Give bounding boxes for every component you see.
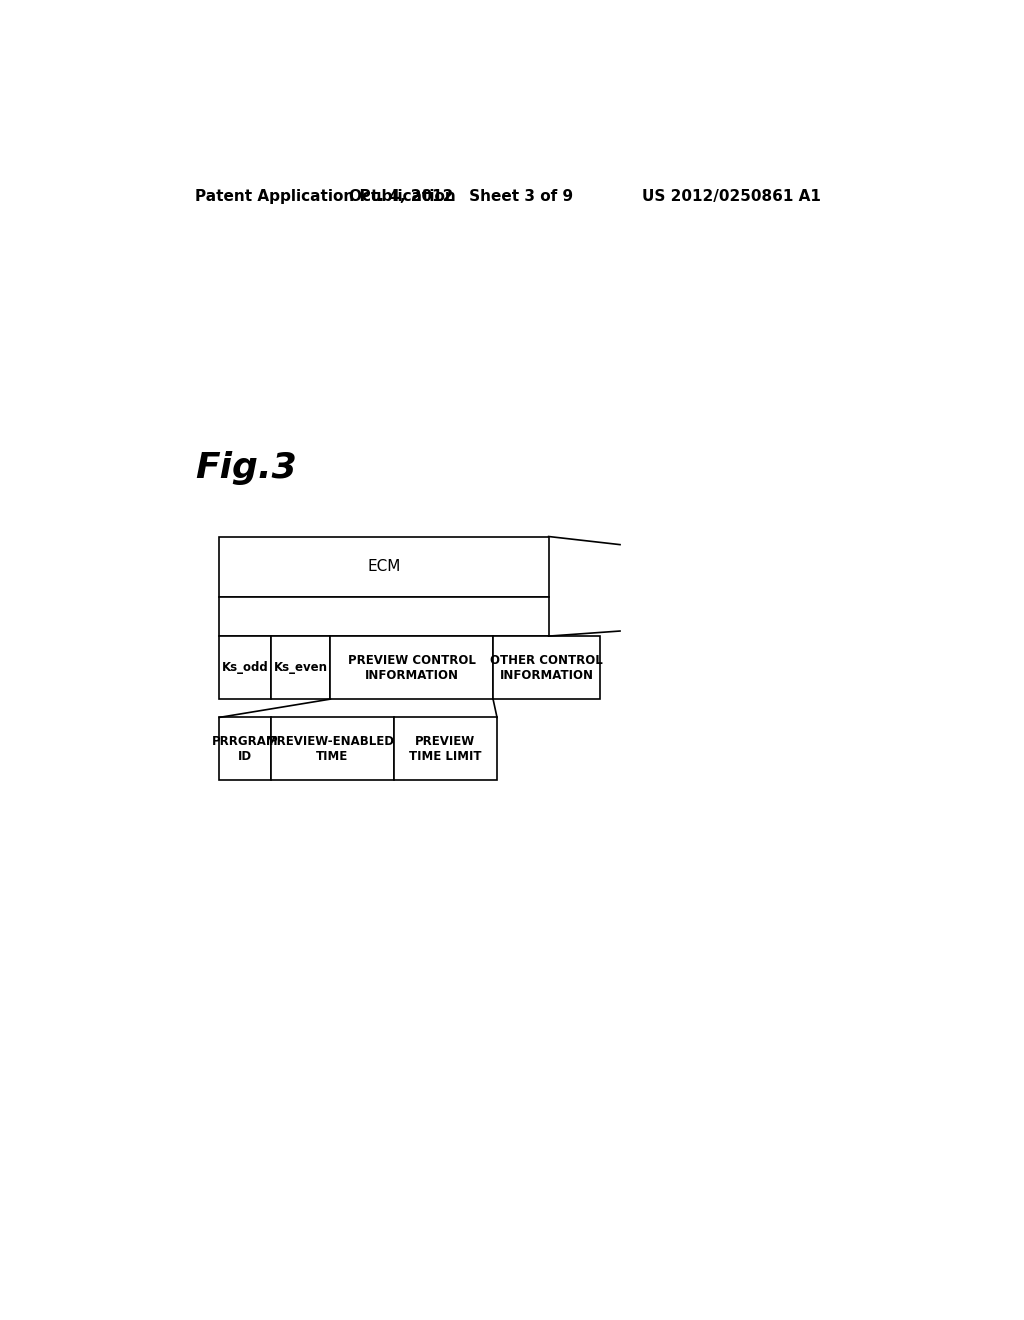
Text: ECM: ECM	[368, 560, 400, 574]
Text: PREVIEW
TIME LIMIT: PREVIEW TIME LIMIT	[410, 735, 481, 763]
Text: Ks_even: Ks_even	[273, 661, 328, 675]
Text: Patent Application Publication: Patent Application Publication	[196, 189, 457, 203]
Text: Oct. 4, 2012   Sheet 3 of 9: Oct. 4, 2012 Sheet 3 of 9	[349, 189, 573, 203]
Text: US 2012/0250861 A1: US 2012/0250861 A1	[642, 189, 820, 203]
Text: PREVIEW CONTROL
INFORMATION: PREVIEW CONTROL INFORMATION	[348, 653, 476, 681]
Text: PREVIEW-ENABLED
TIME: PREVIEW-ENABLED TIME	[269, 735, 395, 763]
Bar	[219, 536, 549, 598]
Bar	[270, 718, 394, 780]
Bar	[219, 636, 270, 700]
Bar	[270, 636, 331, 700]
Bar	[394, 718, 497, 780]
Text: Ks_odd: Ks_odd	[221, 661, 268, 675]
Bar	[331, 636, 494, 700]
Bar	[219, 718, 270, 780]
Text: Fig.3: Fig.3	[196, 451, 297, 486]
Text: OTHER CONTROL
INFORMATION: OTHER CONTROL INFORMATION	[490, 653, 603, 681]
Bar	[219, 598, 549, 636]
Text: PRRGRAM
ID: PRRGRAM ID	[212, 735, 279, 763]
Bar	[494, 636, 600, 700]
